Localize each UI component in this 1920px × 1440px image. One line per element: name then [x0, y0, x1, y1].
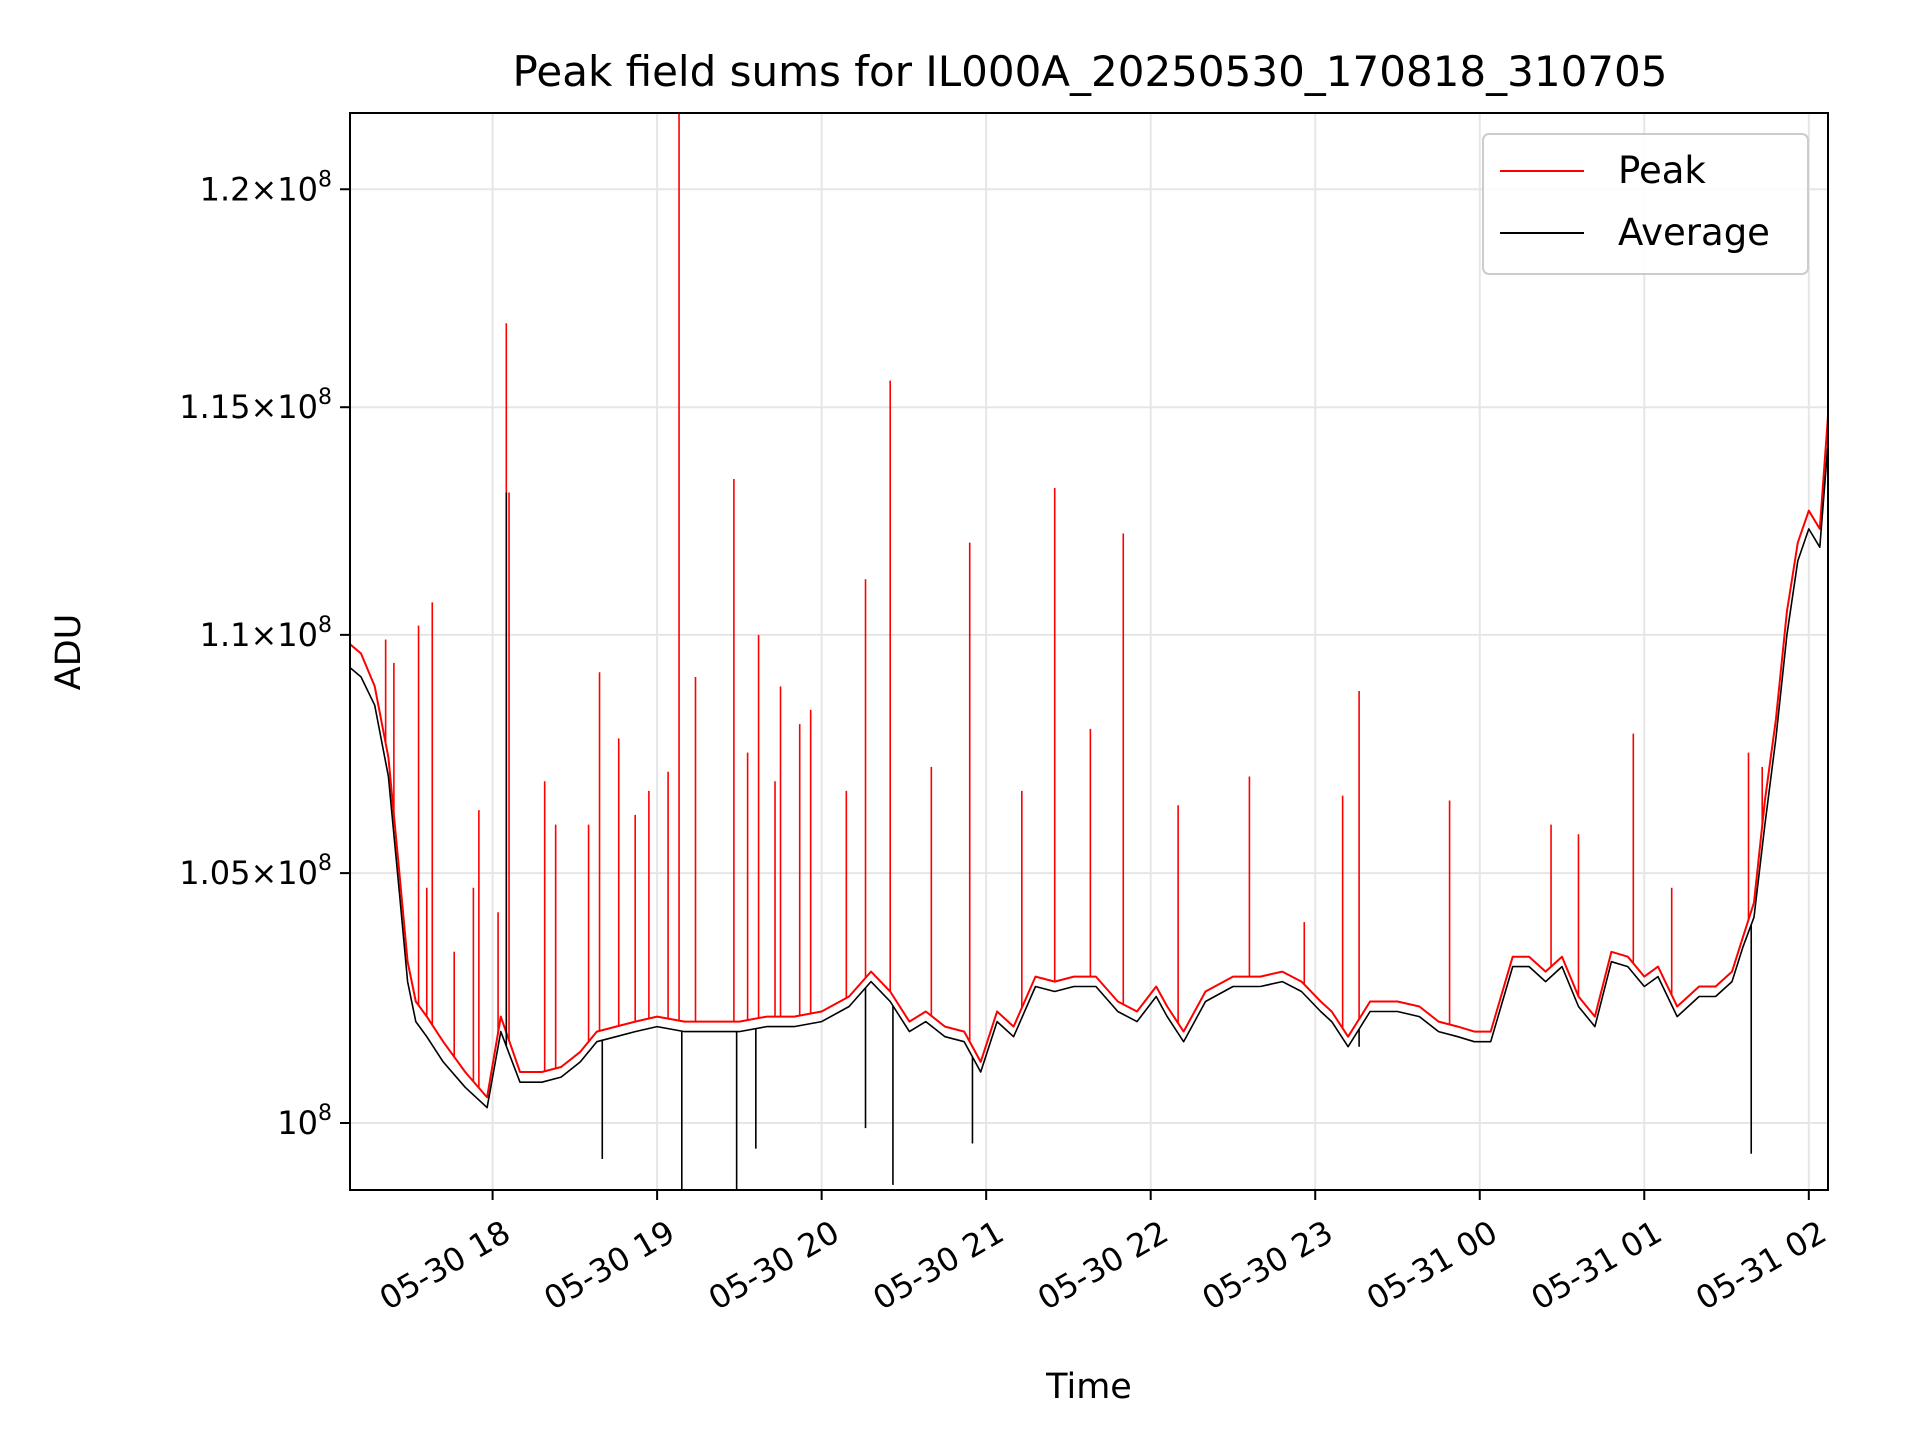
y-tick-mantissa: 1.2×10 — [200, 170, 318, 208]
y-tick-exponent: 8 — [318, 851, 332, 876]
legend-box — [1482, 133, 1809, 275]
y-tick-mantissa: 1.15×10 — [179, 388, 318, 426]
y-tick-mantissa: 1.05×10 — [179, 854, 318, 892]
y-axis-label: ADU — [49, 614, 89, 691]
y-tick-label: 108 — [277, 1101, 332, 1142]
y-tick-exponent: 8 — [318, 1101, 332, 1126]
y-tick-exponent: 8 — [318, 613, 332, 638]
x-tick-label: 05-31 02 — [1689, 1213, 1833, 1318]
x-axis: 05-30 18 05-30 19 05-30 20 05-30 21 05-30 22… — [373, 1190, 1833, 1318]
legend: Peak Average — [1482, 133, 1809, 275]
series-layer — [349, 113, 1829, 1190]
plot-frame — [349, 112, 1829, 1191]
x-tick-label: 05-30 19 — [538, 1213, 682, 1318]
y-tick-exponent: 8 — [318, 167, 332, 192]
x-tick-label: 05-30 20 — [702, 1213, 846, 1318]
y-tick-label: 1.05×108 — [179, 851, 332, 892]
x-axis-label: Time — [1045, 1367, 1132, 1407]
legend-label-average: Average — [1618, 211, 1770, 254]
x-tick-label: 05-30 18 — [373, 1213, 517, 1318]
y-tick-label: 1.1×108 — [200, 613, 332, 654]
legend-label-peak: Peak — [1618, 149, 1706, 192]
series-line-average — [349, 442, 1829, 1109]
y-tick-mantissa: 10 — [277, 1104, 318, 1142]
chart-title: Peak field sums for IL000A_20250530_1708… — [513, 47, 1668, 96]
x-tick-label: 05-30 21 — [867, 1213, 1011, 1318]
y-tick-mantissa: 1.1×10 — [200, 616, 318, 654]
x-tick-label: 05-30 23 — [1196, 1213, 1340, 1318]
x-tick-label: 05-31 00 — [1360, 1213, 1504, 1318]
y-tick-label: 1.15×108 — [179, 385, 332, 426]
x-tick-label: 05-31 01 — [1525, 1213, 1669, 1318]
y-tick-label: 1.2×108 — [200, 167, 332, 208]
y-tick-exponent: 8 — [318, 385, 332, 410]
x-tick-label: 05-30 22 — [1031, 1213, 1175, 1318]
series-line-peak — [349, 416, 1829, 1099]
